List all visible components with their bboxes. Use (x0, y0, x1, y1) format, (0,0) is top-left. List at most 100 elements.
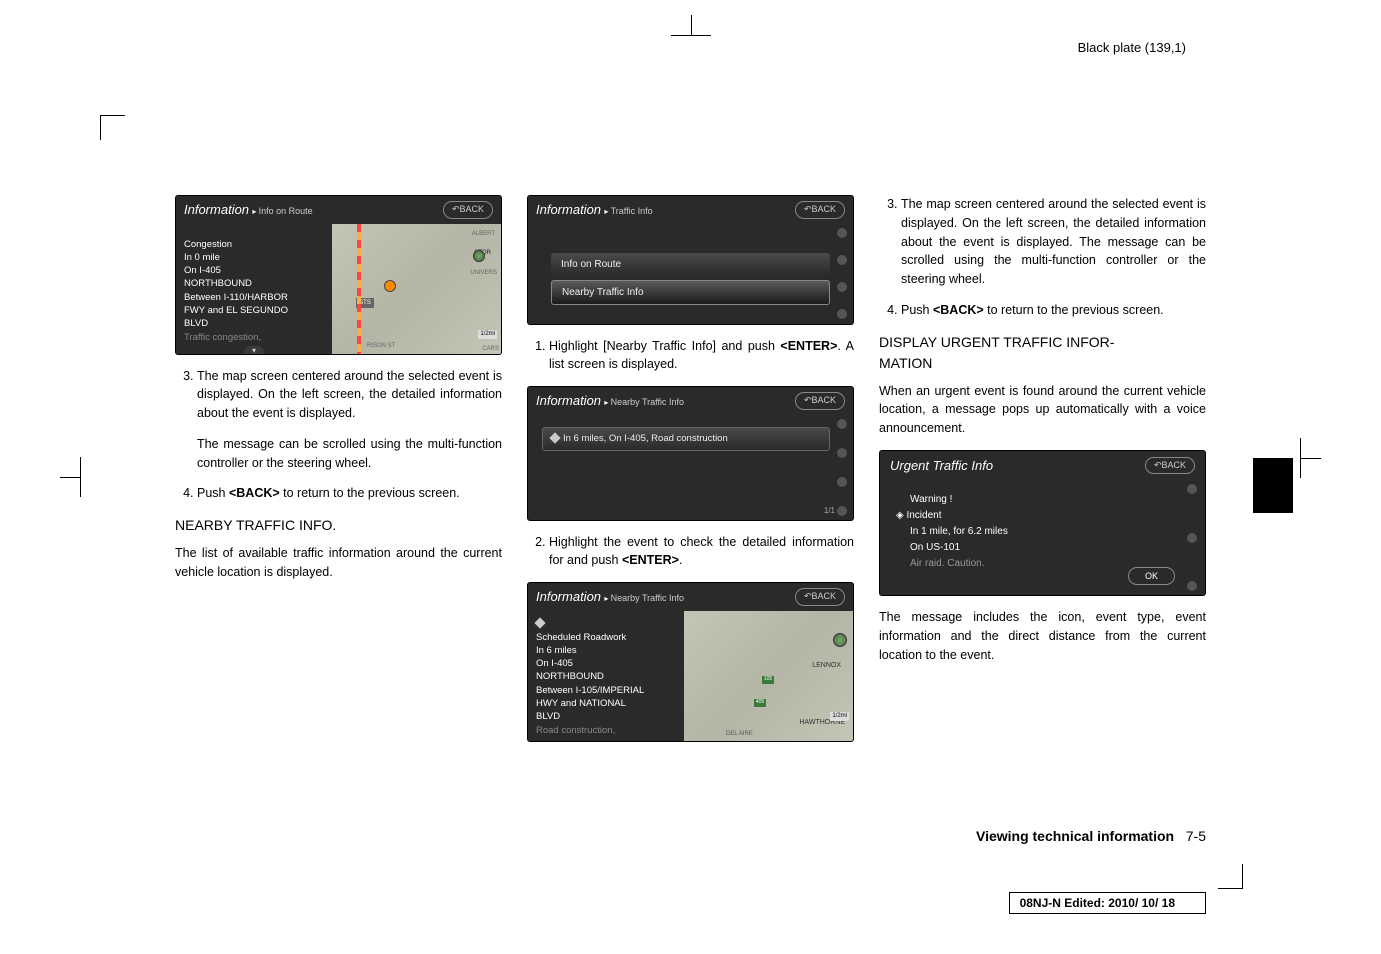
dot-icon (1187, 533, 1197, 543)
dot-icon (837, 448, 847, 458)
main-content: Information ▸ Info on Route ↶BACK Conges… (175, 195, 1206, 754)
column-1: Information ▸ Info on Route ↶BACK Conges… (175, 195, 502, 754)
warning-line: On US-101 (910, 540, 1175, 556)
map-scale: 1/2mi (478, 330, 497, 339)
warning-line: Warning ! (910, 492, 1175, 508)
traffic-marker-icon (384, 280, 396, 292)
menu-item-nearby-traffic: Nearby Traffic Info (551, 280, 830, 305)
dot-icon (837, 506, 847, 516)
list-panel: In 6 miles, On I-405, Road construction … (528, 415, 853, 520)
info-line-grey: Traffic congestion, (184, 331, 324, 344)
screenshot-body: Congestion In 0 mile On I-405 NORTHBOUND… (176, 224, 501, 354)
back-button: ↶BACK (795, 588, 845, 606)
back-button: ↶BACK (795, 201, 845, 219)
footer-section-title: Viewing technical information 7-5 (976, 828, 1206, 844)
screenshot-subtitle: Nearby Traffic Info (611, 593, 684, 603)
info-line: BLVD (184, 317, 324, 330)
info-line: On I-405 (536, 657, 676, 670)
crop-mark-left (60, 457, 100, 497)
traffic-line (357, 224, 361, 354)
info-line: Between I-110/HARBOR (184, 291, 324, 304)
screenshot-title: Urgent Traffic Info (890, 456, 993, 476)
dot-icon (837, 419, 847, 429)
map-marker-icon (833, 633, 847, 647)
map-label: CARS (482, 345, 499, 354)
dot-icon (837, 309, 847, 319)
list-item-4: Push <BACK> to return to the previous sc… (197, 484, 502, 503)
column-3: The map screen centered around the selec… (879, 195, 1206, 754)
list-item-3: The map screen centered around the selec… (901, 195, 1206, 289)
info-line: NORTHBOUND (536, 670, 676, 683)
screenshot-subtitle: Nearby Traffic Info (611, 397, 684, 407)
footer-edited-box: 08NJ-N Edited: 2010/ 10/ 18 (1009, 892, 1206, 914)
diamond-icon (534, 617, 545, 628)
info-line-grey: Road construction, (536, 724, 676, 737)
body-text: The message includes the icon, event typ… (879, 608, 1206, 664)
screenshot-title: Information (536, 393, 601, 408)
info-line: BLVD (536, 710, 676, 723)
list-item-3-para: The message can be scrolled using the mu… (197, 435, 502, 473)
map-label: DEL AIRE (726, 730, 753, 739)
info-line: Between I-105/IMPERIAL (536, 684, 676, 697)
info-line: FWY and EL SEGUNDO (184, 304, 324, 317)
map-label: RISON ST (367, 342, 395, 351)
info-line: HWY and NATIONAL (536, 697, 676, 710)
list-item-1: Highlight [Nearby Traffic Info] and push… (549, 337, 854, 375)
corner-br (1218, 864, 1243, 889)
map-label: LENNOX (812, 661, 841, 672)
footer-page-number: 7-5 (1186, 828, 1206, 844)
screenshot-info-on-route: Information ▸ Info on Route ↶BACK Conges… (175, 195, 502, 355)
screenshot-subtitle: Info on Route (259, 206, 313, 216)
screenshot-title: Information (184, 202, 249, 217)
info-line: On I-405 (184, 264, 324, 277)
info-panel: Congestion In 0 mile On I-405 NORTHBOUND… (176, 224, 332, 354)
dot-icon (837, 282, 847, 292)
warning-line: ◈ Incident (910, 508, 1175, 524)
body-text: The list of available traffic informatio… (175, 544, 502, 582)
screenshot-body: Scheduled Roadwork In 6 miles On I-405 N… (528, 611, 853, 741)
screenshot-header: Information ▸ Nearby Traffic Info ↶BACK (528, 583, 853, 611)
screenshot-title: Information (536, 202, 601, 217)
info-line: Scheduled Roadwork (536, 631, 676, 644)
black-bar (1253, 458, 1293, 513)
map-panel: ALBERT CTOR UNIVERS STS 1/2mi RISON ST C… (332, 224, 501, 354)
info-line: In 0 mile (184, 251, 324, 264)
screenshot-traffic-info: Information ▸ Traffic Info ↶BACK Info on… (527, 195, 854, 325)
list-item-3: The map screen centered around the selec… (197, 367, 502, 423)
scroll-indicator (837, 419, 849, 516)
screenshot-nearby-traffic-detail: Information ▸ Nearby Traffic Info ↶BACK … (527, 582, 854, 742)
screenshot-urgent-traffic: Urgent Traffic Info ↶BACK Warning ! ◈ In… (879, 450, 1206, 597)
back-button: ↶BACK (795, 392, 845, 410)
back-button: ↶BACK (1145, 457, 1195, 475)
screenshot-nearby-traffic-list: Information ▸ Nearby Traffic Info ↶BACK … (527, 386, 854, 521)
screenshot-header: Information ▸ Info on Route ↶BACK (176, 196, 501, 224)
traffic-list-item: In 6 miles, On I-405, Road construction (542, 427, 830, 451)
dot-icon (1187, 484, 1197, 494)
menu-item-info-route: Info on Route (551, 253, 830, 276)
back-button: ↶BACK (443, 201, 493, 219)
instruction-list: Highlight [Nearby Traffic Info] and push… (527, 337, 854, 375)
instruction-list: The map screen centered around the selec… (879, 195, 1206, 320)
page-counter: 1/1 (824, 505, 835, 517)
scroll-indicator (1187, 484, 1199, 591)
section-heading: DISPLAY URGENT TRAFFIC INFOR-MATION (879, 332, 1206, 374)
screenshot-subtitle: Traffic Info (611, 206, 653, 216)
route-badge: 405 (754, 699, 766, 707)
map-marker-icon (473, 250, 485, 262)
corner-tl (100, 115, 125, 140)
map-label: ALBERT (472, 230, 495, 239)
dot-icon (837, 228, 847, 238)
screenshot-header: Urgent Traffic Info ↶BACK (880, 451, 1205, 481)
urgent-panel: Warning ! ◈ Incident In 1 mile, for 6.2 … (880, 480, 1205, 595)
scroll-indicator (837, 228, 849, 320)
instruction-list: Highlight the event to check the detaile… (527, 533, 854, 571)
info-line: In 6 miles (536, 644, 676, 657)
map-scale: 1/2mi (830, 712, 849, 721)
warning-line: In 1 mile, for 6.2 miles (910, 524, 1175, 540)
info-panel: Scheduled Roadwork In 6 miles On I-405 N… (528, 611, 684, 741)
list-item-4: Push <BACK> to return to the previous sc… (901, 301, 1206, 320)
screenshot-title: Information (536, 589, 601, 604)
section-heading: NEARBY TRAFFIC INFO. (175, 515, 502, 536)
map-panel: LENNOX HAWTHORNE DEL AIRE 1/2mi 105 405 (684, 611, 853, 741)
header-blackplate: Black plate (139,1) (1078, 40, 1186, 55)
